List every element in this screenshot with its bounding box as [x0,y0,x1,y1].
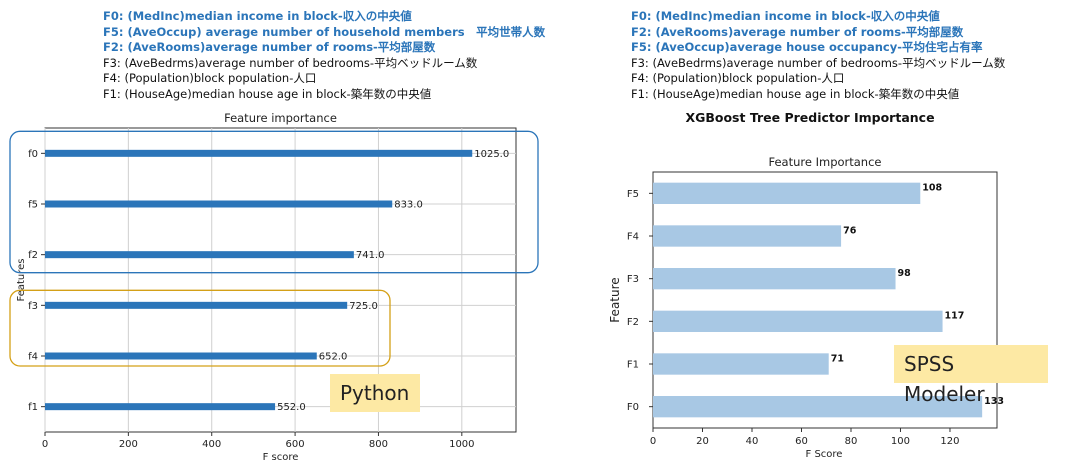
y-axis-label-spss: Feature [608,277,622,322]
data-label-f2: 741.0 [356,250,385,261]
x-tick-label: 600 [286,439,305,450]
legend-line: F0: (MedInc)median income in block-収入の中央… [103,9,412,23]
legend-line: F1: (HouseAge)median house age in block-… [103,86,432,101]
feature-legend-python: F0: (MedInc)median income in block-収入の中央… [103,9,545,102]
feature-legend-spss: F0: (MedInc)median income in block-収入の中央… [631,9,1005,102]
plot-frame-spss [652,171,998,429]
plot-frame-python [44,127,517,433]
data-label-F5: 108 [922,183,942,194]
y-tick-label-F1: F1 [627,360,639,371]
data-label-f5: 833.0 [394,200,423,211]
x-tick-label: 800 [369,439,388,450]
y-tick-label-F5: F5 [627,189,639,200]
x-axis-label-python: F score [263,452,299,463]
data-label-F3: 98 [898,268,912,279]
x-tick-label: 40 [746,436,759,447]
legend-line: F0: (MedInc)median income in block-収入の中央… [631,9,940,23]
y-tick-label-F0: F0 [627,402,639,413]
x-tick-label: 120 [940,436,959,447]
x-tick-label: 80 [845,436,858,447]
y-tick-label-F4: F4 [627,232,639,243]
x-tick-label: 1000 [449,439,474,450]
legend-line: F1: (HouseAge)median house age in block-… [631,86,960,101]
bar-f0 [45,149,473,157]
bar-F1 [653,353,829,375]
bar-f3 [45,301,348,309]
python-label: Python [330,374,420,412]
data-label-f3: 725.0 [349,301,378,312]
bar-f5 [45,200,393,208]
y-tick-label-f1: f1 [28,402,38,413]
x-tick-label: 0 [42,439,48,450]
chart-title-python: Feature importance [224,111,337,125]
y-tick-label-F2: F2 [627,317,639,328]
legend-line: F4: (Population)block population-人口 [631,71,845,85]
bar-F5 [653,182,921,204]
spss-modeler-label: SPSS Modeler [894,345,1048,406]
y-tick-label-f3: f3 [28,301,38,312]
bar-F3 [653,268,896,290]
data-label-f4: 652.0 [319,352,348,363]
bar-F0 [653,396,983,418]
bar-F2 [653,310,943,332]
x-tick-label: 0 [650,436,656,447]
legend-line: F2: (AveRooms)average number of rooms-平均… [103,40,436,54]
y-tick-label-f2: f2 [28,250,38,261]
y-tick-label-f0: f0 [28,149,38,160]
legend-line: F2: (AveRooms)average number of rooms-平均… [631,24,964,39]
y-tick-label-f5: f5 [28,200,38,211]
legend-line: F5: (AveOccup) average number of househo… [103,24,546,39]
legend-line: F4: (Population)block population-人口 [103,71,317,85]
x-tick-label: 400 [202,439,221,450]
data-label-F0: 133 [984,396,1004,407]
data-label-f1: 552.0 [277,402,306,413]
chart-title-spss: Feature Importance [768,155,881,169]
x-tick-label: 20 [696,436,709,447]
x-tick-label: 200 [119,439,138,450]
x-tick-label: 60 [795,436,808,447]
bar-f1 [45,403,276,411]
bar-F4 [653,225,842,247]
legend-line: F5: (AveOccup)average house occupancy-平均… [631,40,983,54]
legend-line: F3: (AveBedrms)average number of bedroom… [631,55,1006,70]
group-box-mid-features [9,289,391,367]
data-label-F4: 76 [843,225,857,236]
legend-line: F3: (AveBedrms)average number of bedroom… [103,55,478,70]
data-label-F2: 117 [945,311,965,322]
y-axis-label-python: Features [16,259,27,302]
chart-suptitle-spss: XGBoost Tree Predictor Importance [685,110,934,125]
bar-f4 [45,352,317,360]
y-tick-label-f4: f4 [28,352,38,363]
x-axis-label-spss: F Score [806,449,843,460]
data-label-F1: 71 [831,353,844,364]
group-box-top-features [9,130,539,274]
data-label-f0: 1025.0 [474,149,509,160]
bar-f2 [45,251,354,259]
x-tick-label: 100 [891,436,910,447]
y-tick-label-F3: F3 [627,274,639,285]
